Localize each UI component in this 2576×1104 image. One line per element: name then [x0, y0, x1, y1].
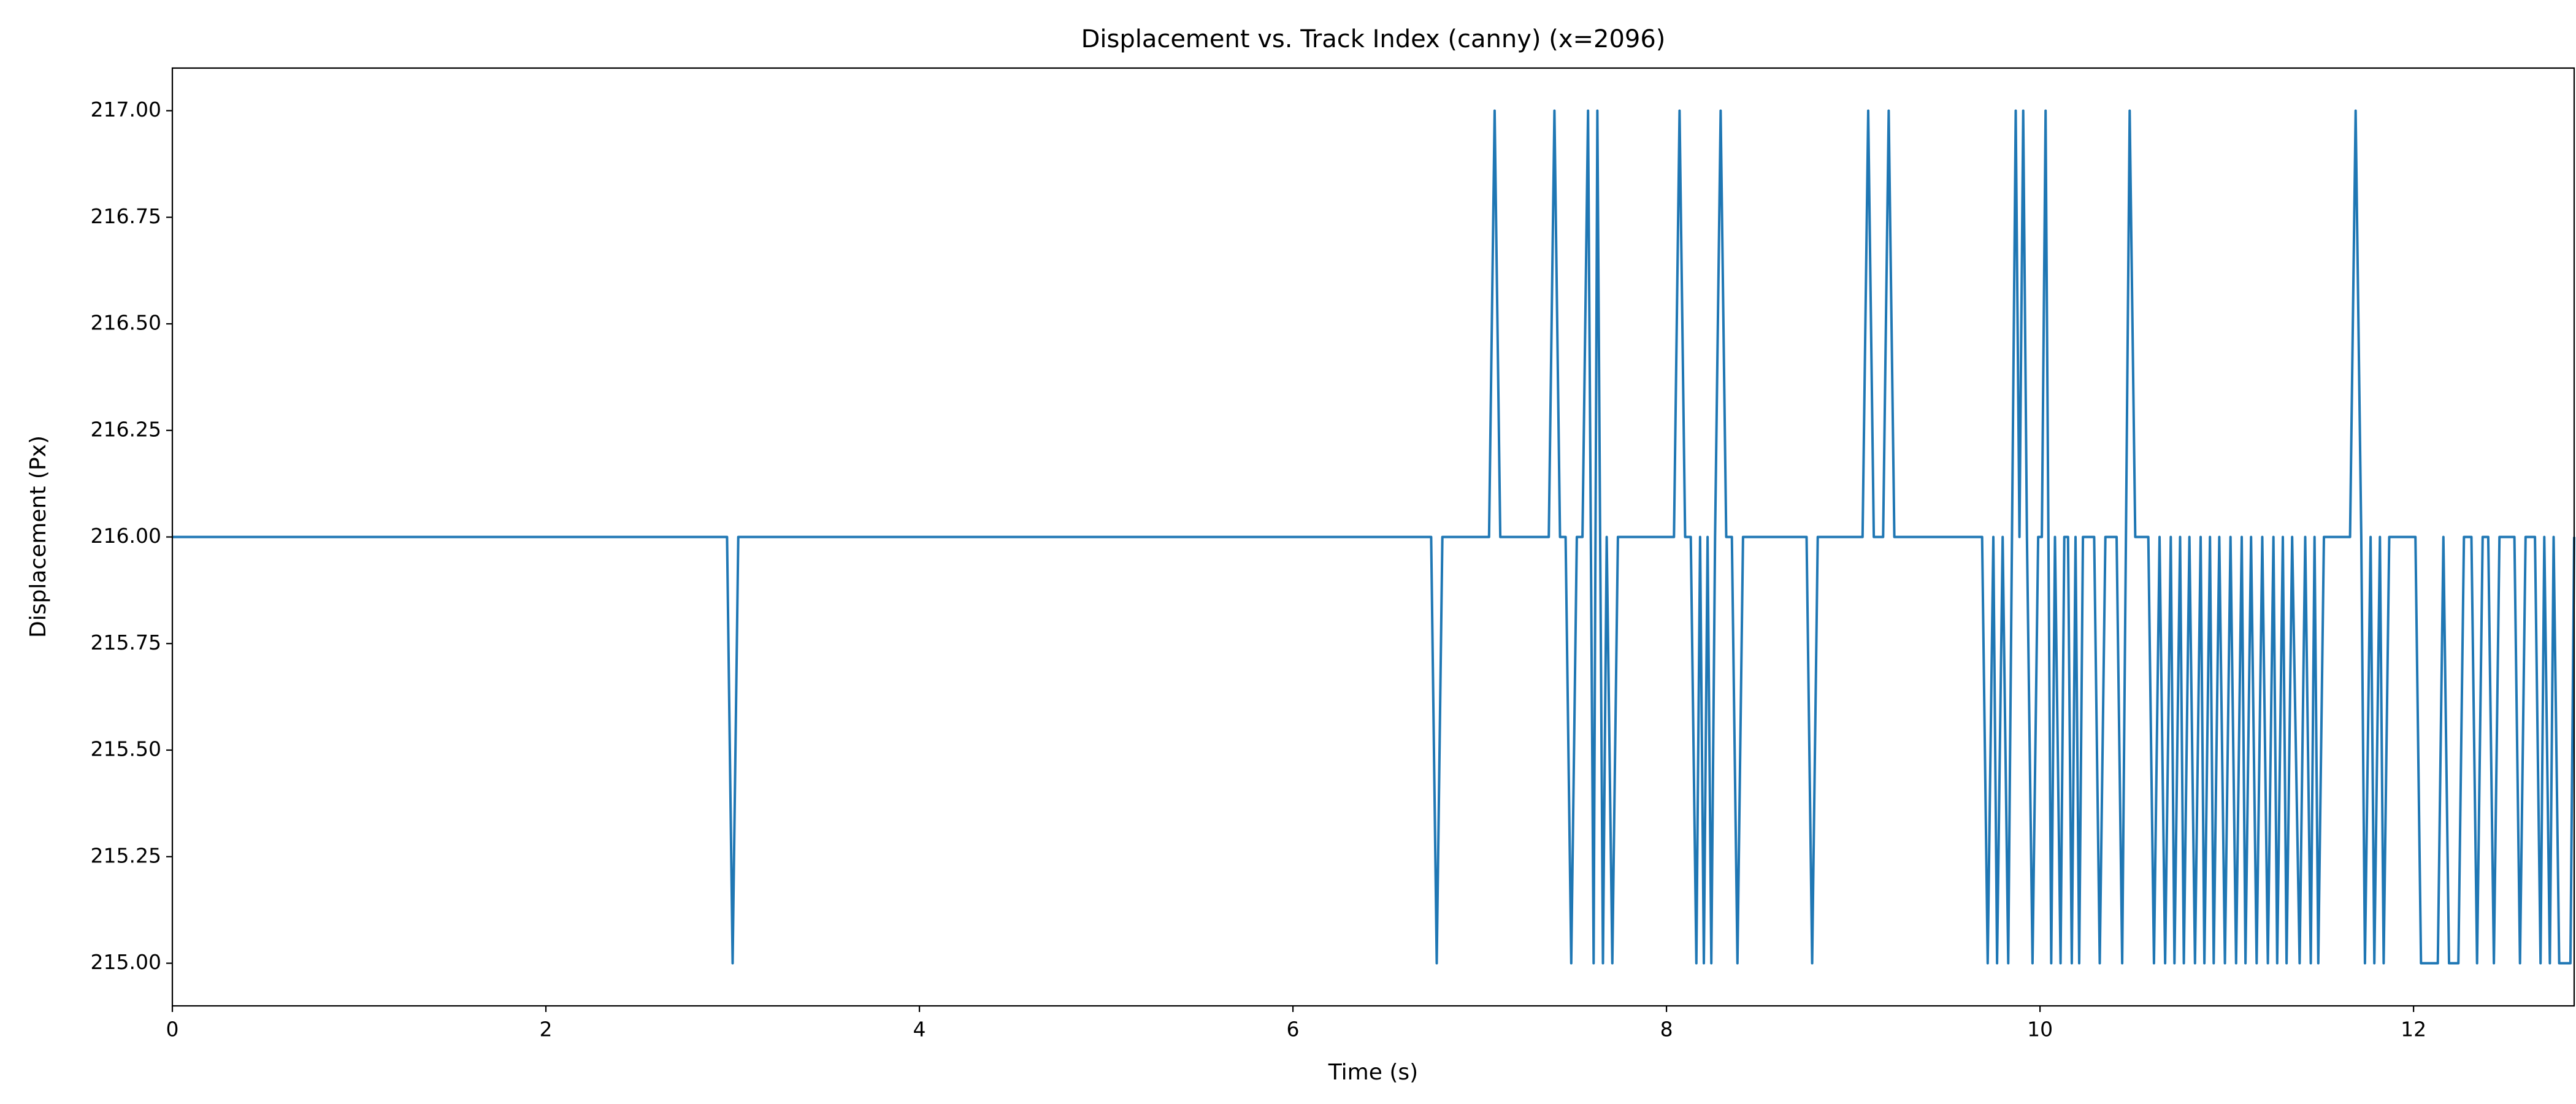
y-tick-label: 217.00 — [91, 98, 161, 121]
x-tick-label: 8 — [1660, 1018, 1673, 1041]
plot-frame — [171, 67, 2575, 1007]
y-tick-label: 215.00 — [91, 950, 161, 974]
y-tick-label: 216.75 — [91, 204, 161, 228]
x-tick-label: 12 — [2401, 1018, 2426, 1041]
y-tick-label: 215.25 — [91, 843, 161, 867]
y-tick-label: 216.50 — [91, 311, 161, 335]
x-tick-label: 10 — [2027, 1018, 2053, 1041]
chart-title: Displacement vs. Track Index (canny) (x=… — [1081, 25, 1666, 53]
x-tick-label: 0 — [166, 1018, 179, 1041]
y-tick-label: 216.00 — [91, 524, 161, 548]
y-tick-label: 215.50 — [91, 737, 161, 761]
data-line — [172, 109, 2575, 965]
x-axis-label: Time (s) — [1328, 1060, 1418, 1085]
y-tick-label: 216.25 — [91, 417, 161, 441]
y-axis-label: Displacement (Px) — [26, 435, 51, 638]
x-tick-label: 2 — [540, 1018, 553, 1041]
x-tick-label: 4 — [913, 1018, 926, 1041]
y-tick-label: 215.75 — [91, 631, 161, 654]
x-tick-label: 6 — [1287, 1018, 1300, 1041]
